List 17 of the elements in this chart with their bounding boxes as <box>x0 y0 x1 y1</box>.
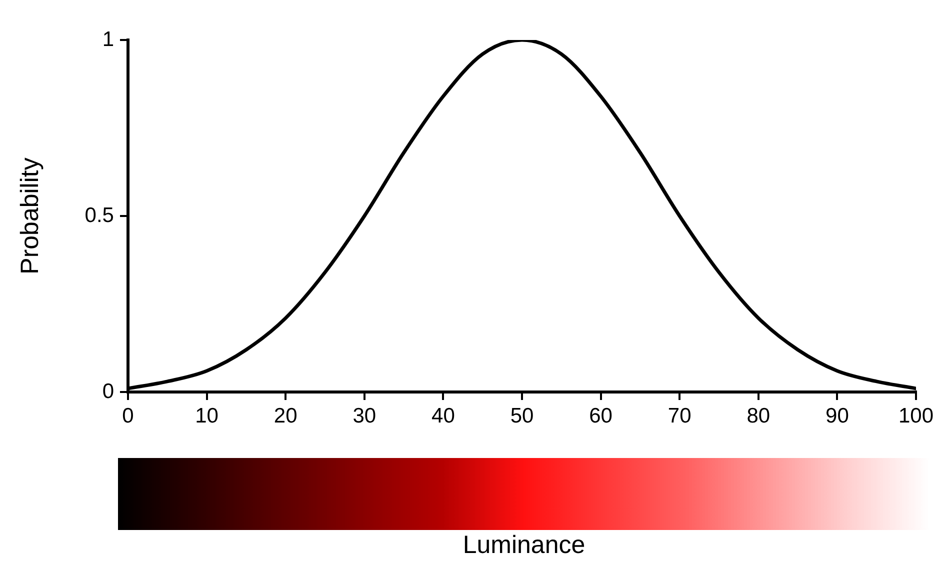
x-tick-label: 10 <box>195 404 218 428</box>
x-tick-label: 40 <box>432 404 455 428</box>
y-tick-label: 1 <box>102 28 114 51</box>
x-tick-label: 50 <box>510 404 534 428</box>
x-axis-title: Luminance <box>462 531 586 560</box>
x-tick-label: 90 <box>826 404 849 428</box>
y-tick-label: 0 <box>102 380 114 403</box>
x-tick-label: 60 <box>589 404 612 428</box>
x-tick-label: 30 <box>352 404 376 428</box>
line-series <box>128 40 916 390</box>
x-tick-label: 100 <box>898 404 934 428</box>
x-tick-label: 20 <box>274 404 298 428</box>
x-tick-label: 80 <box>746 404 770 428</box>
x-tick-label: 0 <box>122 404 134 428</box>
y-axis-title: Probability <box>16 157 44 274</box>
x-tick-label: 70 <box>668 404 692 428</box>
y-tick-label: 0.5 <box>84 204 114 227</box>
